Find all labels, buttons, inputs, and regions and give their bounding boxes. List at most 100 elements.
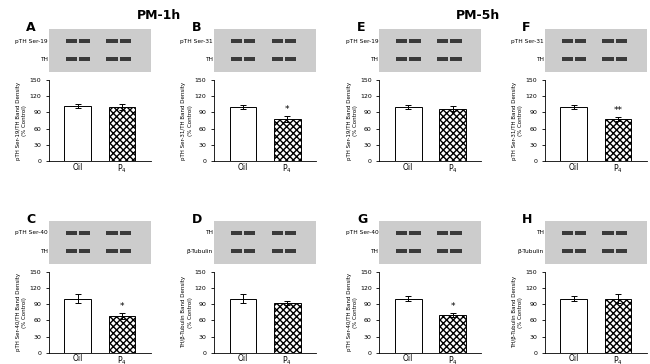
- Bar: [396, 231, 408, 235]
- Text: E: E: [357, 21, 365, 34]
- Bar: [450, 58, 462, 62]
- Text: D: D: [192, 213, 202, 226]
- Bar: [439, 109, 466, 161]
- Bar: [562, 249, 573, 253]
- Bar: [616, 58, 627, 62]
- Bar: [79, 39, 90, 43]
- Text: TH: TH: [536, 57, 543, 62]
- Text: F: F: [522, 21, 531, 34]
- Bar: [450, 249, 462, 253]
- Y-axis label: TH/β-Tubulin Band Density
(% Control): TH/β-Tubulin Band Density (% Control): [512, 276, 523, 348]
- Bar: [575, 231, 586, 235]
- Bar: [603, 249, 614, 253]
- Bar: [560, 299, 587, 353]
- Bar: [437, 39, 448, 43]
- Text: TH: TH: [370, 57, 378, 62]
- Bar: [120, 231, 131, 235]
- Bar: [244, 39, 255, 43]
- Bar: [120, 58, 131, 62]
- Text: TH: TH: [40, 57, 47, 62]
- Bar: [274, 119, 300, 161]
- Bar: [244, 58, 255, 62]
- Text: A: A: [26, 21, 36, 34]
- Bar: [410, 231, 421, 235]
- Bar: [410, 39, 421, 43]
- Bar: [109, 316, 135, 353]
- Bar: [437, 249, 448, 253]
- Bar: [120, 249, 131, 253]
- Text: TH: TH: [536, 230, 543, 236]
- Bar: [396, 58, 408, 62]
- Bar: [603, 231, 614, 235]
- Bar: [575, 58, 586, 62]
- Bar: [66, 249, 77, 253]
- Text: pTH Ser-31: pTH Ser-31: [511, 39, 543, 44]
- Text: pTH Ser-31: pTH Ser-31: [181, 39, 213, 44]
- Bar: [229, 299, 256, 353]
- Bar: [439, 315, 466, 353]
- Bar: [450, 39, 462, 43]
- Bar: [231, 39, 242, 43]
- Bar: [66, 39, 77, 43]
- Bar: [120, 39, 131, 43]
- Bar: [272, 39, 283, 43]
- Text: TH: TH: [40, 249, 47, 254]
- Bar: [562, 39, 573, 43]
- Bar: [107, 231, 118, 235]
- Bar: [560, 107, 587, 161]
- Text: **: **: [614, 106, 623, 115]
- Bar: [410, 249, 421, 253]
- Bar: [272, 249, 283, 253]
- Bar: [244, 249, 255, 253]
- Bar: [285, 58, 296, 62]
- Y-axis label: pTH Ser-19/TH Band Density
(% Control): pTH Ser-19/TH Band Density (% Control): [16, 82, 27, 160]
- Bar: [109, 107, 135, 161]
- Bar: [64, 106, 91, 161]
- Text: pTH Ser-40: pTH Ser-40: [346, 230, 378, 236]
- Bar: [79, 249, 90, 253]
- Bar: [231, 231, 242, 235]
- Text: TH: TH: [370, 249, 378, 254]
- Bar: [107, 249, 118, 253]
- Bar: [575, 39, 586, 43]
- Bar: [603, 58, 614, 62]
- Bar: [272, 231, 283, 235]
- Bar: [285, 231, 296, 235]
- Bar: [229, 107, 256, 161]
- Text: G: G: [357, 213, 367, 226]
- Y-axis label: pTH Ser-40/TH Band Density
(% Control): pTH Ser-40/TH Band Density (% Control): [346, 273, 358, 351]
- Text: TH: TH: [205, 57, 213, 62]
- Bar: [603, 39, 614, 43]
- Bar: [79, 58, 90, 62]
- Text: pTH Ser-40: pTH Ser-40: [15, 230, 47, 236]
- Y-axis label: pTH Ser-31/TH Band Density
(% Control): pTH Ser-31/TH Band Density (% Control): [512, 82, 523, 160]
- Y-axis label: pTH Ser-19/TH Band Density
(% Control): pTH Ser-19/TH Band Density (% Control): [346, 82, 358, 160]
- Bar: [107, 39, 118, 43]
- Bar: [575, 249, 586, 253]
- Bar: [616, 249, 627, 253]
- Bar: [231, 58, 242, 62]
- Text: pTH Ser-19: pTH Ser-19: [346, 39, 378, 44]
- Bar: [604, 119, 631, 161]
- Bar: [244, 231, 255, 235]
- Text: TH: TH: [205, 230, 213, 236]
- Bar: [107, 58, 118, 62]
- Bar: [437, 58, 448, 62]
- Bar: [437, 231, 448, 235]
- Bar: [285, 39, 296, 43]
- Text: C: C: [26, 213, 35, 226]
- Bar: [616, 39, 627, 43]
- Bar: [450, 231, 462, 235]
- Text: H: H: [522, 213, 532, 226]
- Y-axis label: pTH Ser-31/TH Band Density
(% Control): pTH Ser-31/TH Band Density (% Control): [181, 82, 192, 160]
- Bar: [274, 303, 300, 353]
- Bar: [604, 299, 631, 353]
- Bar: [616, 231, 627, 235]
- Bar: [231, 249, 242, 253]
- Bar: [66, 58, 77, 62]
- Text: pTH Ser-19: pTH Ser-19: [15, 39, 47, 44]
- Bar: [396, 249, 408, 253]
- Bar: [395, 107, 422, 161]
- Text: B: B: [192, 21, 201, 34]
- Y-axis label: pTH Ser-40/TH Band Density
(% Control): pTH Ser-40/TH Band Density (% Control): [16, 273, 27, 351]
